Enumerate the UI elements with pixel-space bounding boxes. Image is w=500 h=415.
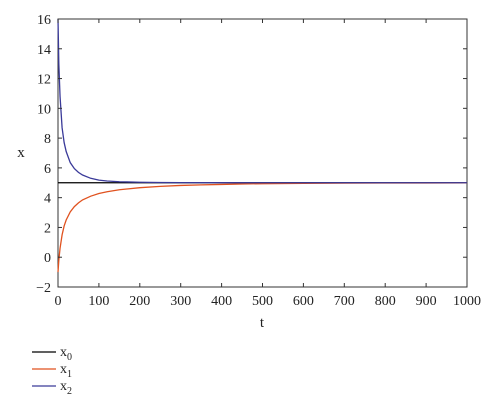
x-tick-label: 300 [170, 294, 191, 309]
x-tick-label: 100 [88, 294, 109, 309]
y-tick-label: 14 [37, 43, 51, 58]
x-tick-label: 200 [129, 294, 150, 309]
x-tick-label: 800 [375, 294, 396, 309]
y-tick-label: 0 [44, 251, 51, 266]
legend-label-x0: x0 [60, 345, 72, 363]
y-tick-label: 10 [37, 102, 51, 117]
y-tick-label: 8 [44, 132, 51, 147]
y-tick-label: −2 [36, 281, 51, 296]
plot-frame [57, 18, 468, 288]
y-tick-label: 12 [37, 73, 51, 88]
series-line-x2 [57, 18, 468, 184]
y-tick-label: 16 [37, 13, 51, 28]
x-tick-label: 400 [211, 294, 232, 309]
x-tick-label: 1000 [453, 294, 481, 309]
x-tick-label: 700 [334, 294, 355, 309]
series-line-x1 [57, 182, 468, 273]
x-tick-label: 0 [55, 294, 62, 309]
y-tick-label: 6 [44, 162, 51, 177]
x-tick-label: 900 [416, 294, 437, 309]
legend-subscript: 2 [67, 386, 72, 397]
y-tick-label: 2 [44, 221, 51, 236]
x-tick-label: 600 [293, 294, 314, 309]
y-tick-label: 4 [44, 192, 51, 207]
x-tick-label: 500 [252, 294, 273, 309]
legend-subscript: 1 [67, 369, 72, 380]
ticks-layer: 0 100 200 300 400 500 600 700 800 900 1000 −2 0 2 4 6 8 1… [36, 13, 481, 309]
legend-label-x1: x1 [60, 362, 72, 380]
x-axis-label: t [260, 315, 265, 331]
series-layer [57, 18, 468, 273]
legend-subscript: 0 [67, 352, 72, 363]
legend-label-x2: x2 [60, 379, 72, 397]
y-axis-label: x [17, 145, 25, 161]
